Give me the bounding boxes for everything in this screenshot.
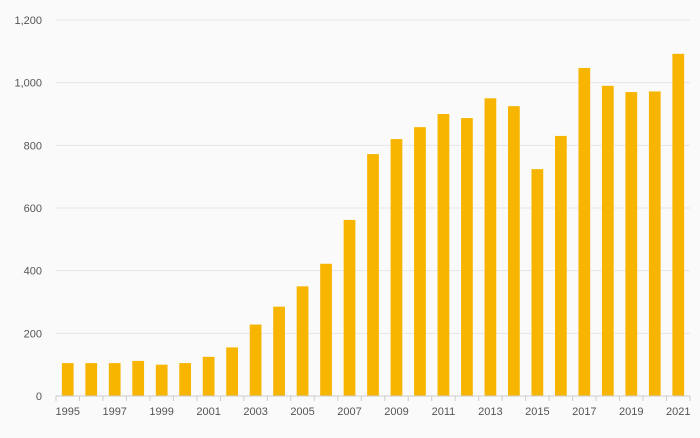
bar (414, 127, 426, 396)
bar (437, 114, 450, 396)
bar (273, 306, 285, 396)
bar (343, 219, 356, 396)
y-axis-tick-labels: 0 200 400 600 800 1,000 1,200 (14, 15, 42, 403)
x-tick-label: 2015 (525, 406, 549, 418)
bar (179, 363, 192, 396)
x-tick-label: 2009 (384, 406, 408, 418)
bar (85, 363, 98, 396)
x-tick-label: 2003 (243, 406, 267, 418)
bar (155, 364, 168, 396)
bar (367, 154, 379, 396)
x-tick-label: 2019 (619, 406, 643, 418)
bar (320, 263, 332, 396)
x-tick-label: 2011 (432, 406, 456, 418)
bar (484, 98, 497, 396)
x-tick-label: 1997 (102, 406, 126, 418)
x-tick-label: 2017 (572, 406, 596, 418)
bar (249, 324, 262, 396)
x-axis-tick-labels: 1995 1997 1999 2001 2003 2005 2007 2009 2011 2013… (55, 406, 690, 418)
bars (61, 53, 685, 397)
bar (108, 363, 121, 396)
x-tick-label: 1995 (55, 406, 79, 418)
x-tick-label: 1999 (149, 406, 173, 418)
x-axis (55, 395, 691, 401)
bar (226, 347, 238, 396)
y-tick-label: 400 (24, 266, 42, 278)
bar (625, 92, 638, 397)
bar (672, 53, 685, 397)
y-tick-label: 1,000 (14, 78, 42, 90)
bar (508, 106, 520, 397)
y-tick-label: 200 (24, 328, 42, 340)
x-tick-label: 2007 (337, 406, 361, 418)
x-tick-label: 2021 (666, 406, 690, 418)
bar (132, 360, 145, 396)
bar (648, 91, 661, 396)
bar (531, 169, 544, 396)
bar (578, 67, 591, 396)
y-tick-label: 0 (36, 391, 42, 403)
bar (296, 286, 309, 396)
bar (202, 356, 215, 396)
bar (61, 363, 74, 396)
y-tick-label: 1,200 (14, 15, 42, 27)
x-tick-label: 2013 (478, 406, 502, 418)
bar (461, 118, 473, 396)
bar (554, 135, 567, 396)
bar (390, 139, 403, 397)
x-tick-label: 2005 (290, 406, 314, 418)
y-tick-label: 600 (24, 203, 42, 215)
x-tick-label: 2001 (196, 406, 220, 418)
y-tick-label: 800 (24, 140, 42, 152)
bar (601, 85, 614, 397)
